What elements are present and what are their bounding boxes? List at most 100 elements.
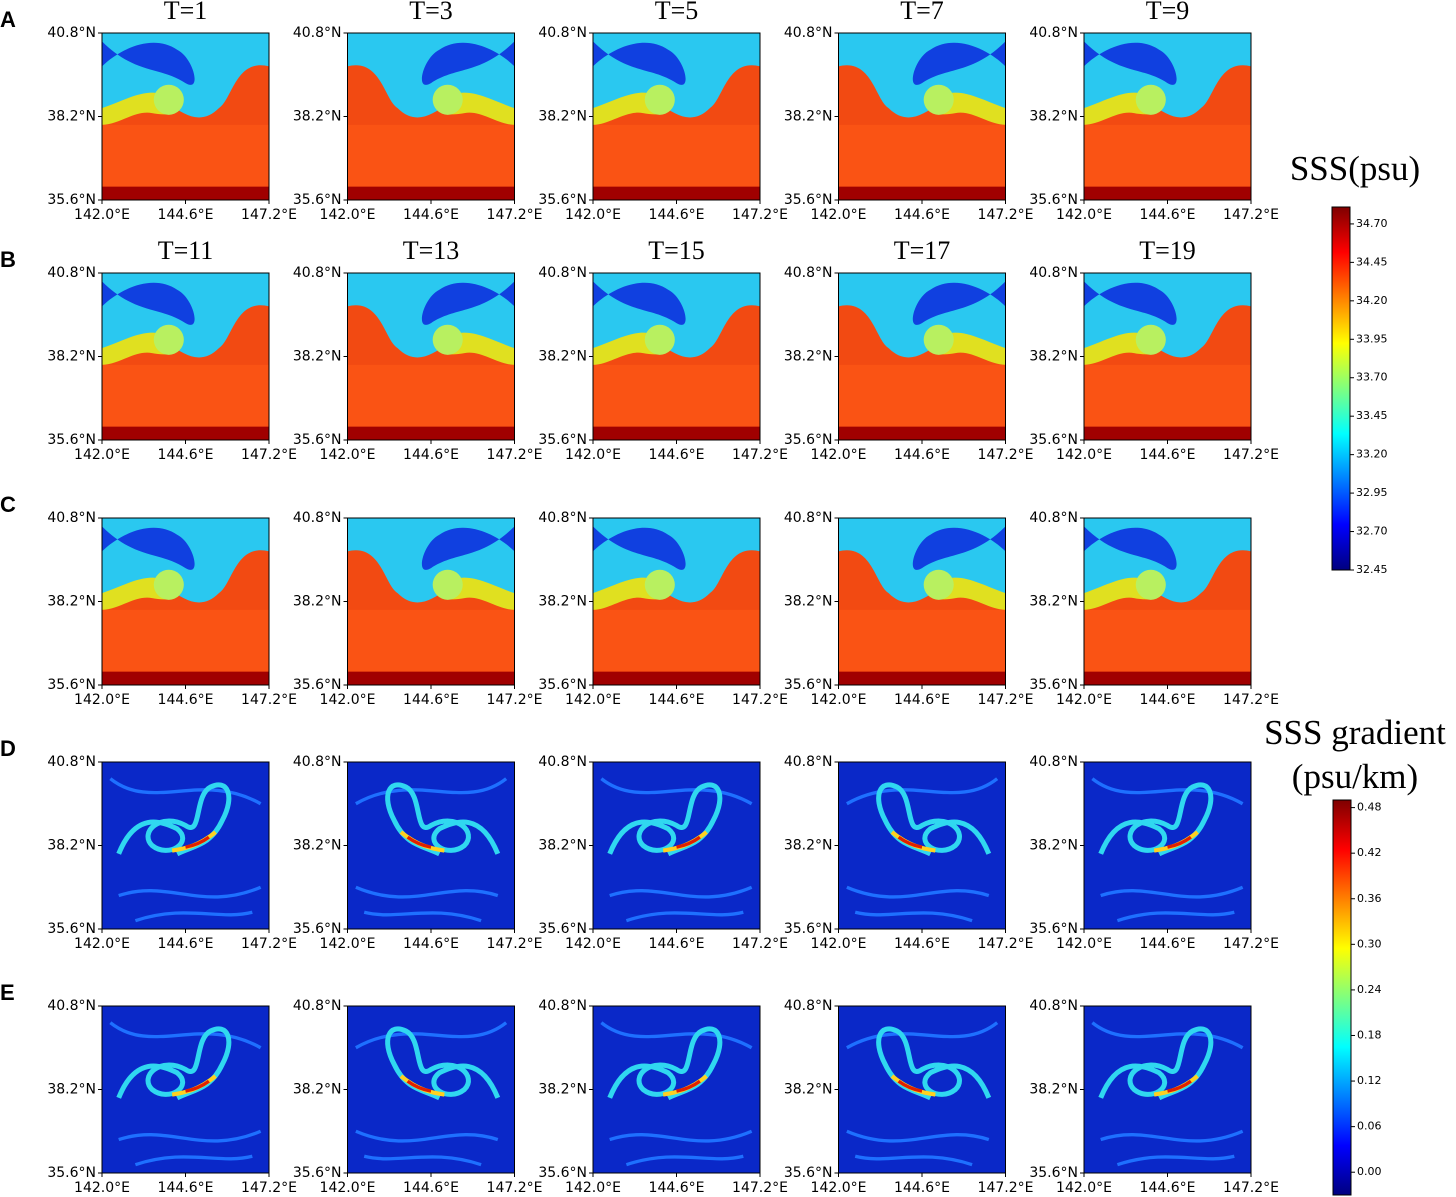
- panel: 35.6°N 38.2°N 40.8°N 142.0°E 144.6°E 147.2°E T…: [538, 236, 788, 463]
- y-tick-label: 38.2°N: [538, 109, 587, 125]
- x-tick-label: 144.6°E: [403, 692, 459, 708]
- heatmap-image: [102, 33, 269, 200]
- y-tick-label: 40.8°N: [47, 510, 96, 526]
- x-tick-label: 144.6°E: [1140, 936, 1196, 952]
- field: [102, 518, 269, 685]
- y-tick-label: 35.6°N: [293, 1165, 342, 1181]
- x-tick-label: 144.6°E: [894, 936, 950, 952]
- x-tick-label: 144.6°E: [1140, 207, 1196, 223]
- panel: 35.6°N 38.2°N 40.8°N 142.0°E 144.6°E 147.2°E T…: [1029, 236, 1279, 463]
- heatmap-image: [593, 273, 760, 440]
- y-tick-label: 35.6°N: [1029, 1165, 1078, 1181]
- x-tick-label: 147.2°E: [732, 936, 788, 952]
- panel: 35.6°N 38.2°N 40.8°N 142.0°E 144.6°E 147.2°E T…: [538, 0, 788, 223]
- y-tick-label: 40.8°N: [293, 25, 342, 41]
- x-tick-label: 142.0°E: [320, 936, 376, 952]
- y-tick-label: 35.6°N: [47, 432, 96, 448]
- panel: 35.6°N 38.2°N 40.8°N 142.0°E 144.6°E 147.2°E: [293, 510, 543, 708]
- panel: 35.6°N 38.2°N 40.8°N 142.0°E 144.6°E 147.2°E T…: [784, 236, 1034, 463]
- x-tick-label: 147.2°E: [487, 692, 543, 708]
- heatmap-image: [102, 273, 269, 440]
- panel: 35.6°N 38.2°N 40.8°N 142.0°E 144.6°E 147.2°E T…: [47, 0, 297, 223]
- panel: 35.6°N 38.2°N 40.8°N 142.0°E 144.6°E 147.2°E: [1029, 998, 1279, 1196]
- colorbar-title: SSS gradient: [1264, 713, 1446, 752]
- x-tick-label: 142.0°E: [565, 1180, 621, 1196]
- y-tick-label: 35.6°N: [538, 921, 587, 937]
- colorbar-tick-label: 0.12: [1357, 1074, 1382, 1087]
- x-tick-label: 144.6°E: [1140, 692, 1196, 708]
- y-tick-label: 38.2°N: [47, 349, 96, 365]
- x-tick-label: 142.0°E: [74, 692, 130, 708]
- field: [102, 1006, 269, 1173]
- colorbar-tick-label: 33.20: [1356, 448, 1388, 461]
- y-tick-label: 35.6°N: [293, 192, 342, 208]
- colorbar-tick-label: 32.45: [1356, 563, 1388, 576]
- x-tick-label: 142.0°E: [74, 936, 130, 952]
- x-tick-label: 144.6°E: [894, 207, 950, 223]
- x-tick-label: 144.6°E: [894, 447, 950, 463]
- y-tick-label: 40.8°N: [538, 754, 587, 770]
- y-tick-label: 40.8°N: [538, 510, 587, 526]
- x-tick-label: 147.2°E: [241, 1180, 297, 1196]
- x-tick-label: 144.6°E: [158, 1180, 214, 1196]
- y-tick-label: 40.8°N: [538, 25, 587, 41]
- x-tick-label: 142.0°E: [320, 1180, 376, 1196]
- x-tick-label: 142.0°E: [811, 447, 867, 463]
- y-tick-label: 40.8°N: [47, 25, 96, 41]
- colorbar-tick-label: 0.18: [1357, 1028, 1382, 1041]
- x-tick-label: 144.6°E: [158, 447, 214, 463]
- panel: 35.6°N 38.2°N 40.8°N 142.0°E 144.6°E 147.2°E: [538, 754, 788, 952]
- field: [593, 762, 760, 929]
- heatmap-image: [838, 33, 1006, 200]
- x-tick-label: 147.2°E: [487, 936, 543, 952]
- panel-title: T=17: [894, 236, 951, 265]
- heatmap-image: [839, 762, 1006, 929]
- x-tick-label: 147.2°E: [487, 1180, 543, 1196]
- y-tick-label: 40.8°N: [47, 998, 96, 1014]
- y-tick-label: 35.6°N: [784, 921, 833, 937]
- heatmap-image: [348, 1006, 515, 1173]
- x-tick-label: 142.0°E: [74, 1180, 130, 1196]
- field: [102, 273, 269, 440]
- panel: 35.6°N 38.2°N 40.8°N 142.0°E 144.6°E 147.2°E: [1029, 754, 1279, 952]
- panel: 35.6°N 38.2°N 40.8°N 142.0°E 144.6°E 147.2°E: [47, 754, 297, 952]
- x-tick-label: 147.2°E: [487, 447, 543, 463]
- heatmap-image: [1084, 518, 1251, 685]
- panel-title: T=11: [158, 236, 214, 265]
- y-tick-label: 40.8°N: [293, 510, 342, 526]
- x-tick-label: 147.2°E: [732, 1180, 788, 1196]
- x-tick-label: 147.2°E: [732, 692, 788, 708]
- x-tick-label: 147.2°E: [241, 692, 297, 708]
- colorbar-tick-label: 34.45: [1356, 255, 1388, 268]
- y-tick-label: 38.2°N: [1029, 594, 1078, 610]
- panel-title: T=13: [403, 236, 460, 265]
- x-tick-label: 142.0°E: [1056, 207, 1112, 223]
- x-tick-label: 147.2°E: [732, 207, 788, 223]
- y-tick-label: 35.6°N: [784, 1165, 833, 1181]
- field: [593, 1006, 760, 1173]
- panel-title: T=5: [655, 0, 699, 25]
- colorbar-tick-label: 32.70: [1356, 525, 1388, 538]
- y-tick-label: 40.8°N: [293, 754, 342, 770]
- x-tick-label: 144.6°E: [158, 936, 214, 952]
- panel-title: T=19: [1139, 236, 1196, 265]
- y-tick-label: 38.2°N: [784, 838, 833, 854]
- panel: 35.6°N 38.2°N 40.8°N 142.0°E 144.6°E 147.2°E T…: [1029, 0, 1279, 223]
- field: [593, 33, 760, 200]
- y-tick-label: 35.6°N: [293, 921, 342, 937]
- y-tick-label: 35.6°N: [784, 192, 833, 208]
- x-tick-label: 147.2°E: [978, 936, 1034, 952]
- y-tick-label: 40.8°N: [784, 998, 833, 1014]
- panel-title: T=7: [900, 0, 944, 25]
- heatmap-image: [102, 762, 269, 929]
- x-tick-label: 144.6°E: [649, 207, 705, 223]
- x-tick-label: 142.0°E: [811, 692, 867, 708]
- field: [839, 1006, 1006, 1173]
- colorbar-tick-label: 0.06: [1357, 1120, 1382, 1133]
- colorbar-tick-label: 0.48: [1357, 801, 1382, 814]
- field: [593, 273, 760, 440]
- y-tick-label: 38.2°N: [47, 109, 96, 125]
- y-tick-label: 38.2°N: [538, 349, 587, 365]
- x-tick-label: 147.2°E: [487, 207, 543, 223]
- panel: 35.6°N 38.2°N 40.8°N 142.0°E 144.6°E 147.2°E T…: [784, 0, 1034, 223]
